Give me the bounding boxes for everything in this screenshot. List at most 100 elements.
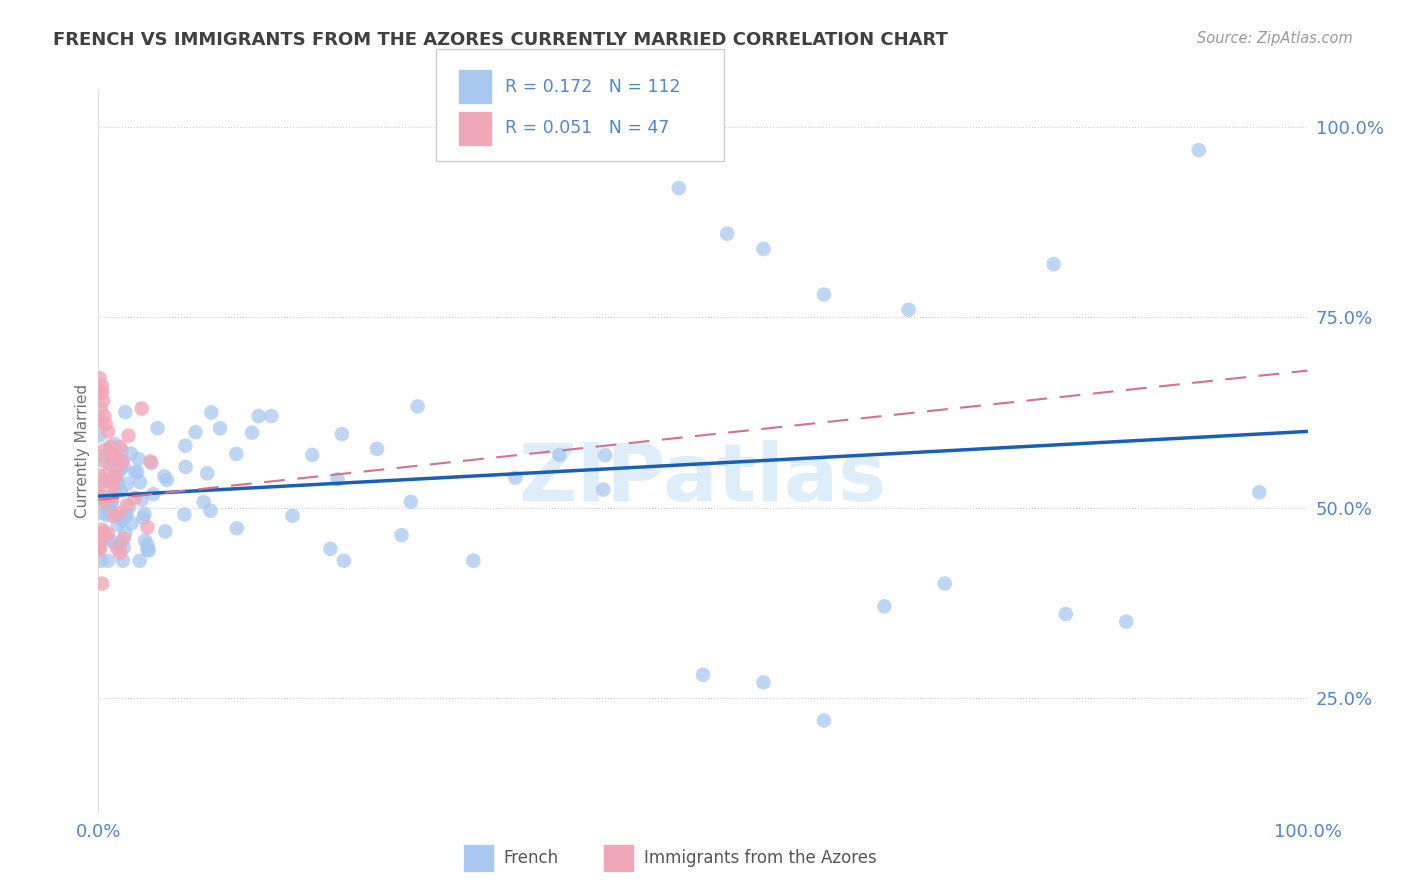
Point — [240, 425, 263, 440]
Text: Immigrants from the Azores: Immigrants from the Azores — [644, 849, 877, 867]
Point — [90, 401, 112, 416]
Point — [107, 453, 129, 467]
Point — [100, 440, 122, 454]
Point — [128, 452, 150, 467]
Point — [1188, 143, 1211, 157]
Point — [108, 546, 131, 560]
Point — [111, 554, 134, 568]
Point — [101, 447, 124, 461]
Point — [97, 508, 120, 523]
Point — [90, 475, 112, 489]
Point — [93, 526, 115, 541]
Point — [111, 513, 134, 527]
Text: French: French — [503, 849, 558, 867]
Point — [101, 493, 124, 508]
Point — [136, 520, 159, 534]
Point — [101, 490, 124, 504]
Point — [94, 528, 117, 542]
Point — [121, 516, 143, 531]
Point — [155, 524, 177, 539]
Point — [110, 483, 132, 498]
Point — [107, 476, 129, 491]
Point — [114, 526, 136, 541]
Point — [89, 530, 111, 544]
Point — [97, 425, 120, 439]
Point — [94, 496, 117, 510]
Point — [195, 467, 218, 481]
Point — [100, 442, 122, 456]
Point — [153, 469, 176, 483]
Point — [89, 535, 111, 549]
Point — [200, 405, 222, 419]
Point — [138, 543, 160, 558]
Point — [156, 473, 179, 487]
Point — [108, 540, 131, 554]
Point — [110, 536, 132, 550]
Point — [136, 542, 159, 557]
Point — [592, 483, 614, 497]
Point — [131, 492, 153, 507]
Point — [142, 487, 165, 501]
Point — [89, 480, 111, 494]
Point — [391, 528, 413, 542]
Point — [110, 461, 132, 475]
Point — [90, 533, 112, 547]
Point — [91, 523, 114, 537]
Point — [1249, 485, 1271, 500]
Point — [813, 287, 835, 301]
Point — [110, 443, 132, 458]
Point — [111, 454, 134, 468]
Point — [93, 507, 115, 521]
Point — [505, 470, 527, 484]
Point — [104, 470, 127, 484]
Point — [104, 483, 127, 497]
Point — [124, 491, 146, 505]
Point — [114, 405, 136, 419]
Point — [934, 576, 956, 591]
Point — [124, 465, 146, 479]
Point — [91, 489, 114, 503]
Point — [208, 421, 231, 435]
Text: FRENCH VS IMMIGRANTS FROM THE AZORES CURRENTLY MARRIED CORRELATION CHART: FRENCH VS IMMIGRANTS FROM THE AZORES CUR… — [53, 31, 948, 49]
Point — [118, 500, 141, 514]
Point — [91, 385, 114, 400]
Point — [89, 468, 111, 483]
Point — [128, 554, 150, 568]
Point — [752, 242, 775, 256]
Point — [89, 490, 111, 504]
Point — [141, 456, 163, 470]
Point — [134, 507, 156, 521]
Point — [104, 437, 127, 451]
Point — [97, 554, 120, 568]
Point — [105, 462, 128, 476]
Point — [301, 448, 323, 462]
Point — [89, 371, 111, 385]
Point — [97, 474, 120, 488]
Point — [330, 427, 353, 442]
Point — [548, 448, 571, 462]
Point — [897, 302, 920, 317]
Point — [103, 508, 125, 523]
Point — [89, 415, 111, 429]
Point — [319, 541, 342, 556]
Point — [90, 386, 112, 401]
Point — [260, 409, 283, 423]
Point — [193, 495, 215, 509]
Point — [139, 454, 162, 468]
Point — [1042, 257, 1064, 271]
Point — [89, 541, 111, 555]
Point — [136, 538, 159, 552]
Point — [89, 528, 111, 542]
Point — [752, 675, 775, 690]
Point — [173, 508, 195, 522]
Point — [98, 457, 121, 471]
Point — [174, 439, 197, 453]
Point — [225, 447, 247, 461]
Point — [91, 576, 114, 591]
Point — [873, 599, 896, 614]
Text: R = 0.172   N = 112: R = 0.172 N = 112 — [505, 78, 681, 95]
Point — [333, 554, 356, 568]
Point — [93, 453, 115, 467]
Point — [129, 475, 152, 490]
Point — [96, 500, 118, 515]
